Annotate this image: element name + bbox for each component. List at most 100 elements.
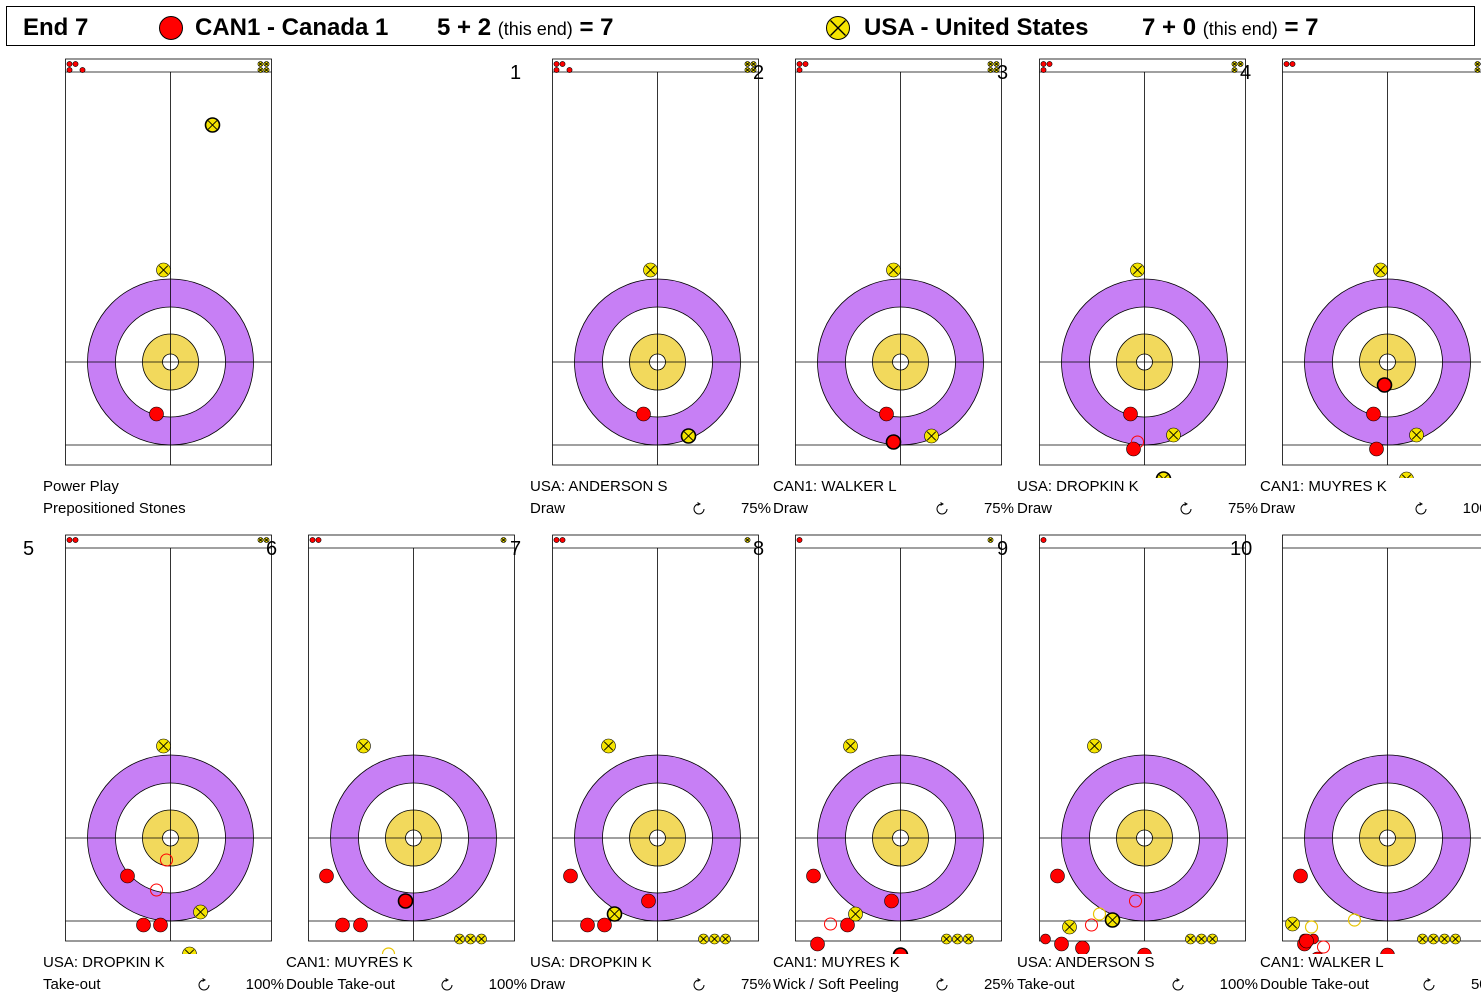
red-stone — [80, 67, 85, 72]
end-label: End 7 — [23, 14, 88, 42]
shot-player: CAN1: MUYRES K — [286, 954, 413, 971]
yellow-stone — [988, 61, 993, 66]
red-stone-previous-position — [825, 918, 837, 930]
shot-type: Draw — [530, 976, 565, 993]
curling-sheet — [1255, 534, 1481, 954]
shot-type: Prepositioned Stones — [43, 500, 186, 517]
yellow-stone — [964, 934, 974, 944]
yellow-stone — [1410, 428, 1424, 442]
counter-clockwise-rotation-icon — [692, 502, 706, 516]
red-stone — [399, 894, 413, 908]
curling-sheet — [1255, 58, 1481, 478]
shot-number: 9 — [997, 538, 1008, 561]
yellow-stone — [264, 67, 269, 72]
team2-score: 7 + 0 — [1142, 14, 1196, 41]
red-stone — [1124, 407, 1138, 421]
red-stone — [1076, 941, 1090, 954]
yellow-stone — [258, 537, 263, 542]
red-stone-icon — [158, 15, 184, 41]
red-stone — [598, 918, 612, 932]
yellow-stone — [1475, 61, 1480, 66]
shot-type: Take-out — [43, 976, 101, 993]
red-stone — [1041, 61, 1046, 66]
red-stone — [67, 537, 72, 542]
yellow-stone — [925, 429, 939, 443]
yellow-stone — [1157, 472, 1171, 478]
yellow-stone — [844, 739, 858, 753]
red-stone — [73, 537, 78, 542]
curling-sheet — [525, 58, 775, 478]
yellow-stone — [1400, 472, 1414, 478]
red-stone — [154, 918, 168, 932]
red-stone — [150, 407, 164, 421]
red-stone — [73, 61, 78, 66]
counter-clockwise-rotation-icon — [1414, 502, 1428, 516]
team2-name: USA - United States — [864, 14, 1088, 42]
yellow-stone — [258, 61, 263, 66]
curling-sheet — [38, 58, 288, 478]
yellow-stone — [988, 67, 993, 72]
curling-sheet — [525, 534, 775, 954]
shot-player: USA: DROPKIN K — [530, 954, 652, 971]
counter-clockwise-rotation-icon — [1171, 978, 1185, 992]
shot-type: Draw — [1260, 500, 1295, 517]
red-stone — [560, 61, 565, 66]
shot-number: 7 — [510, 538, 521, 561]
yellow-stone-previous-position — [1094, 908, 1106, 920]
yellow-stone — [1208, 934, 1218, 944]
red-stone — [560, 537, 565, 542]
red-stone — [1378, 378, 1392, 392]
curling-sheet — [768, 58, 1018, 478]
red-stone — [554, 537, 559, 542]
red-stone — [1367, 407, 1381, 421]
yellow-stone — [258, 67, 263, 72]
shot-number: 1 — [510, 62, 521, 85]
team1-this-end: (this end) — [498, 19, 573, 39]
yellow-stone — [1286, 917, 1300, 931]
shot-player: USA: ANDERSON S — [530, 478, 668, 495]
shot-number: 8 — [753, 538, 764, 561]
shot-type: Draw — [530, 500, 565, 517]
yellow-stone — [206, 118, 220, 132]
shot-type: Wick / Soft Peeling — [773, 976, 899, 993]
shot-panel-pre: Power Play Prepositioned Stones — [37, 58, 287, 528]
yellow-stone — [644, 263, 658, 277]
team2-this-end: (this end) — [1203, 19, 1278, 39]
shot-player: USA: ANDERSON S — [1017, 954, 1155, 971]
yellow-stone — [710, 934, 720, 944]
yellow-stone — [1186, 934, 1196, 944]
red-stone — [564, 869, 578, 883]
red-stone — [67, 67, 72, 72]
yellow-stone — [157, 739, 171, 753]
counter-clockwise-rotation-icon — [692, 978, 706, 992]
yellow-stone — [745, 61, 750, 66]
red-stone — [811, 937, 825, 951]
red-stone — [1370, 442, 1384, 456]
yellow-stone — [264, 61, 269, 66]
shot-player: CAN1: MUYRES K — [1260, 478, 1387, 495]
shot-percentage: 75% — [984, 500, 1014, 517]
end-header: End 7 CAN1 - Canada 1 5 + 2 (this end) =… — [6, 6, 1475, 46]
yellow-stone — [887, 263, 901, 277]
shot-type: Double Take-out — [1260, 976, 1369, 993]
red-stone — [885, 894, 899, 908]
yellow-stone — [183, 947, 197, 954]
yellow-stone — [721, 934, 731, 944]
yellow-stone-previous-position — [1306, 921, 1318, 933]
yellow-stone — [466, 934, 476, 944]
yellow-stone — [1374, 263, 1388, 277]
yellow-stone — [1418, 934, 1428, 944]
shot-number: 2 — [753, 62, 764, 85]
red-stone — [354, 918, 368, 932]
shot-player: Power Play — [43, 478, 119, 495]
red-stone — [880, 407, 894, 421]
yellow-stone — [357, 739, 371, 753]
yellow-stone — [477, 934, 487, 944]
